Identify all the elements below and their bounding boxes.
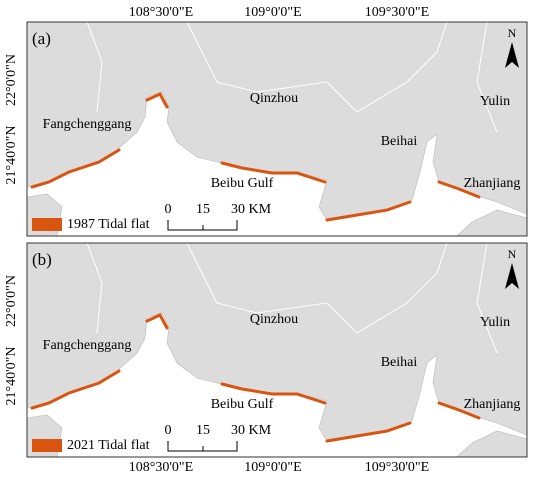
scale-bar <box>167 441 238 452</box>
scale-label: 30 KM <box>231 202 272 217</box>
lat-label: 21°40'0"N <box>4 347 19 406</box>
lat-label: 22°0'0"N <box>4 275 19 327</box>
frame <box>26 21 528 237</box>
panel-label: (b) <box>32 250 52 269</box>
place-label: Beibu Gulf <box>211 176 274 191</box>
place-label: Yulin <box>480 94 510 109</box>
frame <box>26 242 528 458</box>
scale-label: 0 <box>165 202 172 217</box>
north-label: N <box>508 247 517 261</box>
lon-label: 109°0'0"E <box>244 5 301 20</box>
place-label: Yulin <box>480 315 510 330</box>
north-arrow <box>505 42 519 68</box>
legend-swatch <box>32 218 62 231</box>
panel-label: (a) <box>32 29 51 48</box>
north-arrow <box>505 263 519 289</box>
place-label: Fangchenggang <box>43 338 132 353</box>
scale-bar <box>167 220 238 231</box>
legend-label: 2021 Tidal flat <box>67 438 150 453</box>
scale-label: 30 KM <box>231 423 272 438</box>
north-label: N <box>508 26 517 40</box>
place-label: Zhanjiang <box>464 397 521 412</box>
scale-label: 15 <box>196 202 210 217</box>
scale-label: 15 <box>196 423 210 438</box>
lon-label: 108°30'0"E <box>129 460 193 475</box>
place-label: Zhanjiang <box>464 176 521 191</box>
map-panel: (b) N Qinzhou Fangchenggang Beihai Yulin Zhanj… <box>26 242 528 458</box>
place-label: Qinzhou <box>250 312 298 327</box>
lon-label: 109°30'0"E <box>365 5 429 20</box>
map-panel: (a) N Qinzhou Fangchenggang Beihai Yulin Zhanj… <box>26 21 528 237</box>
place-label: Beihai <box>381 355 418 370</box>
scale-label: 0 <box>165 423 172 438</box>
lon-label: 109°0'0"E <box>244 460 301 475</box>
lat-label: 21°40'0"N <box>4 126 19 185</box>
legend-swatch <box>32 439 62 452</box>
lon-label: 108°30'0"E <box>129 5 193 20</box>
legend-label: 1987 Tidal flat <box>67 217 150 232</box>
place-label: Fangchenggang <box>43 117 132 132</box>
place-label: Qinzhou <box>250 91 298 106</box>
place-label: Beibu Gulf <box>211 397 274 412</box>
lon-label: 109°30'0"E <box>365 460 429 475</box>
lat-label: 22°0'0"N <box>4 54 19 106</box>
place-label: Beihai <box>381 134 418 149</box>
